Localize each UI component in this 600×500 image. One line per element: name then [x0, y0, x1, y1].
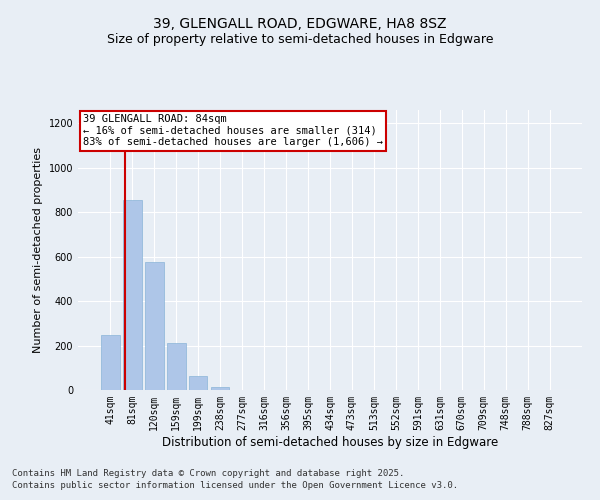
Text: Contains public sector information licensed under the Open Government Licence v3: Contains public sector information licen… [12, 481, 458, 490]
Text: Size of property relative to semi-detached houses in Edgware: Size of property relative to semi-detach… [107, 32, 493, 46]
Text: 39, GLENGALL ROAD, EDGWARE, HA8 8SZ: 39, GLENGALL ROAD, EDGWARE, HA8 8SZ [153, 18, 447, 32]
Bar [101, 335, 119, 390]
Bar [167, 342, 185, 390]
Bar [189, 376, 208, 390]
Bar [145, 262, 164, 390]
Y-axis label: Number of semi-detached properties: Number of semi-detached properties [33, 147, 43, 353]
Text: Contains HM Land Registry data © Crown copyright and database right 2025.: Contains HM Land Registry data © Crown c… [12, 468, 404, 477]
X-axis label: Distribution of semi-detached houses by size in Edgware: Distribution of semi-detached houses by … [162, 436, 498, 448]
Bar [123, 200, 142, 390]
Text: 39 GLENGALL ROAD: 84sqm
← 16% of semi-detached houses are smaller (314)
83% of s: 39 GLENGALL ROAD: 84sqm ← 16% of semi-de… [83, 114, 383, 148]
Bar [211, 386, 229, 390]
